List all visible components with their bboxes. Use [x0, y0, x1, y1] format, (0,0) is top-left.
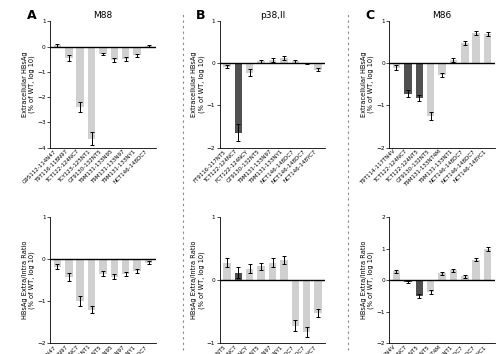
Bar [393, 63, 400, 68]
Bar [472, 33, 480, 63]
Bar [122, 46, 130, 59]
Bar [404, 63, 411, 94]
Bar [303, 280, 310, 332]
Title: p38,II: p38,II [260, 11, 285, 21]
Bar [450, 60, 457, 63]
Bar [234, 273, 242, 280]
Bar [54, 45, 61, 46]
Text: A: A [26, 8, 36, 22]
Bar [393, 272, 400, 280]
Bar [100, 259, 106, 274]
Bar [65, 46, 72, 58]
Y-axis label: Extracellular HBsAg
(% of WT, log 10): Extracellular HBsAg (% of WT, log 10) [191, 52, 204, 117]
Bar [234, 63, 242, 133]
Bar [416, 280, 423, 296]
Bar [450, 270, 457, 280]
Bar [110, 46, 118, 61]
Bar [65, 259, 72, 277]
Y-axis label: Extracellular HBsAg
(% of WT, log 10): Extracellular HBsAg (% of WT, log 10) [360, 52, 374, 117]
Bar [134, 46, 141, 55]
Bar [314, 63, 322, 70]
Title: M86: M86 [432, 11, 452, 21]
Bar [438, 63, 446, 75]
Bar [484, 249, 492, 280]
Bar [76, 46, 84, 107]
Bar [134, 259, 141, 271]
Text: C: C [366, 8, 375, 22]
Bar [88, 259, 96, 310]
Bar [292, 61, 299, 63]
Bar [292, 280, 299, 326]
Y-axis label: HBsAg Extra/Intra Ratio
(% of WT, log 10): HBsAg Extra/Intra Ratio (% of WT, log 10… [22, 241, 35, 319]
Bar [427, 63, 434, 116]
Bar [122, 259, 130, 274]
Title: M88: M88 [94, 11, 112, 21]
Bar [416, 63, 423, 98]
Y-axis label: HBsAg Extra/Intra Ratio
(% of WT, log 10): HBsAg Extra/Intra Ratio (% of WT, log 10… [192, 241, 205, 319]
Bar [258, 61, 265, 63]
Bar [76, 259, 84, 301]
Bar [54, 259, 61, 267]
Bar [280, 260, 287, 280]
Bar [269, 263, 276, 280]
Bar [280, 58, 287, 63]
Bar [427, 280, 434, 292]
Text: B: B [196, 8, 205, 22]
Bar [223, 263, 230, 280]
Bar [404, 280, 411, 282]
Bar [438, 273, 446, 280]
Bar [258, 266, 265, 280]
Bar [484, 34, 492, 63]
Y-axis label: Extracellular HBsAg
(% of WT, log 10): Extracellular HBsAg (% of WT, log 10) [22, 52, 35, 117]
Bar [246, 269, 254, 280]
Bar [461, 276, 468, 280]
Bar [314, 280, 322, 313]
Bar [472, 260, 480, 280]
Bar [110, 259, 118, 277]
Bar [100, 46, 106, 54]
Bar [461, 43, 468, 63]
Bar [223, 63, 230, 67]
Bar [145, 259, 152, 263]
Y-axis label: HBsAg Extra/Intra Ratio
(% of WT, log 10): HBsAg Extra/Intra Ratio (% of WT, log 10… [360, 241, 374, 319]
Bar [269, 60, 276, 63]
Bar [88, 46, 96, 139]
Bar [246, 63, 254, 73]
